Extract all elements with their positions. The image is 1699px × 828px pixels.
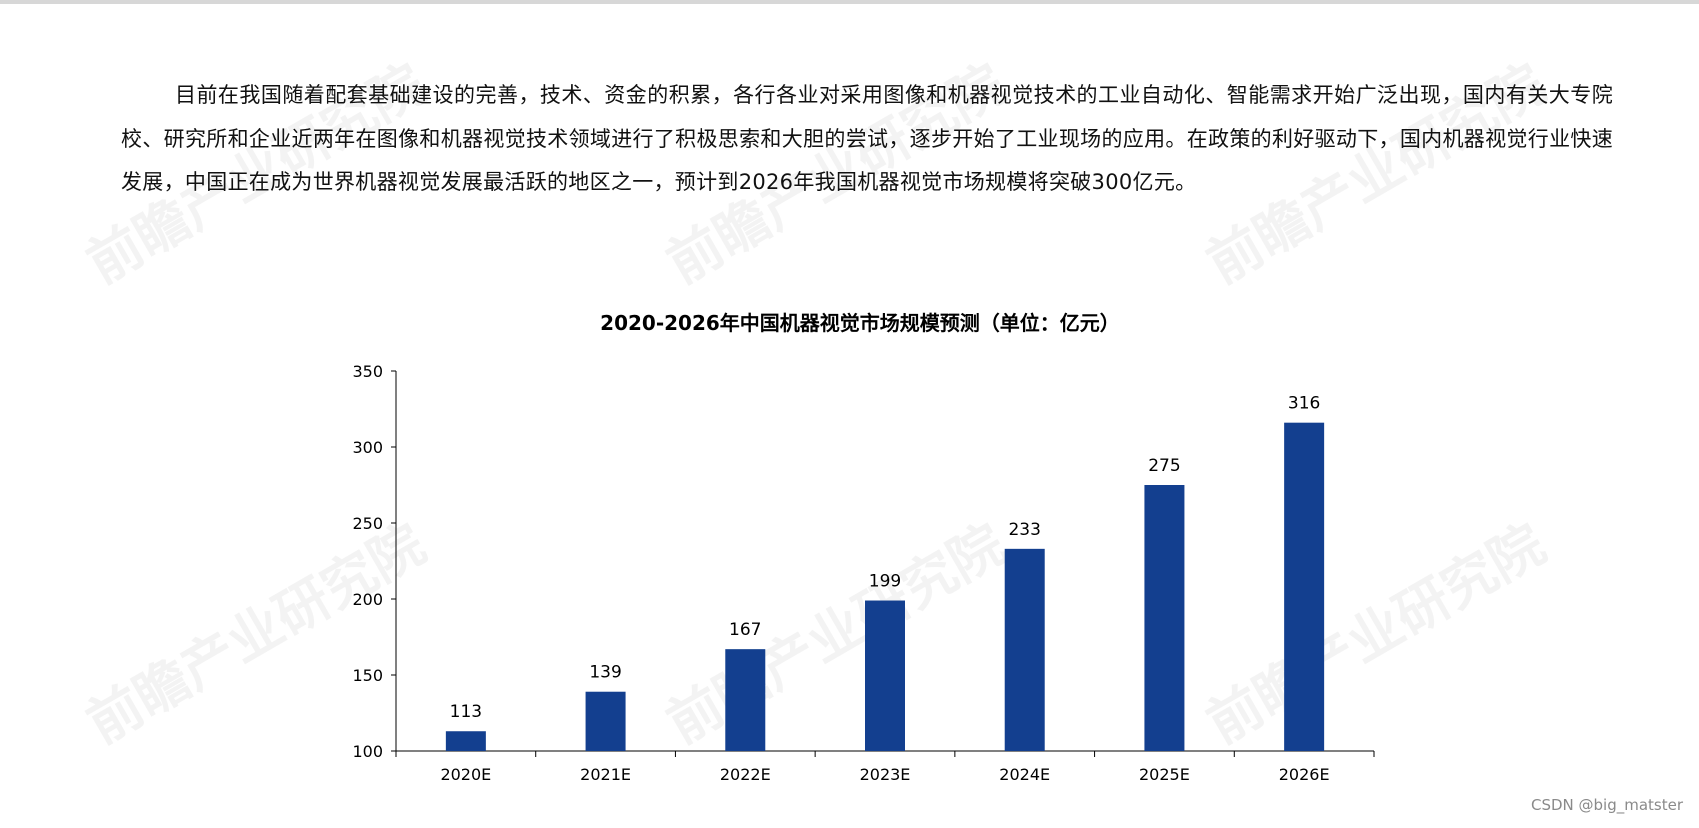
credit-text: CSDN @big_matster xyxy=(1530,796,1683,814)
bar-2025E xyxy=(1144,485,1185,751)
x-tick-label: 2023E xyxy=(860,765,911,784)
x-tick-label: 2022E xyxy=(720,765,771,784)
bar-2026E xyxy=(1284,422,1325,751)
bar-2020E xyxy=(445,731,486,751)
x-tick-label: 2021E xyxy=(580,765,631,784)
y-tick-label: 250 xyxy=(352,514,383,533)
bars xyxy=(445,422,1325,751)
x-tick-label: 2020E xyxy=(440,765,491,784)
data-label: 199 xyxy=(869,572,901,592)
data-label: 316 xyxy=(1288,394,1320,414)
data-labels: 113 139 167 199 233 275 316 xyxy=(450,394,1321,723)
data-label: 233 xyxy=(1008,520,1040,540)
y-tick-label: 350 xyxy=(352,362,383,381)
article-paragraph: 目前在我国随着配套基础建设的完善，技术、资金的积累，各行各业对采用图像和机器视觉… xyxy=(121,83,1613,194)
y-tick-label: 200 xyxy=(352,590,383,609)
data-label: 167 xyxy=(729,620,761,640)
data-label: 113 xyxy=(450,702,482,722)
top-border xyxy=(0,0,1699,4)
bar-2021E xyxy=(585,691,626,751)
chart-title: 2020-2026年中国机器视觉市场规模预测（单位：亿元） xyxy=(600,311,1120,335)
data-label: 139 xyxy=(589,663,621,683)
x-labels: 2020E 2021E 2022E 2023E 2024E 2025E 2026E xyxy=(440,765,1329,784)
data-label: 275 xyxy=(1148,456,1180,476)
x-tick-label: 2025E xyxy=(1139,765,1190,784)
y-tick-label: 300 xyxy=(352,438,383,457)
y-tick-label: 150 xyxy=(352,666,383,685)
bar-2022E xyxy=(725,649,766,751)
x-tick-label: 2026E xyxy=(1279,765,1330,784)
bar-2023E xyxy=(865,600,905,751)
y-ticks: 100 150 200 250 300 350 xyxy=(352,362,396,761)
y-tick-label: 100 xyxy=(352,742,383,761)
x-ticks xyxy=(395,751,1375,757)
bar-2024E xyxy=(1004,548,1045,751)
x-tick-label: 2024E xyxy=(999,765,1050,784)
